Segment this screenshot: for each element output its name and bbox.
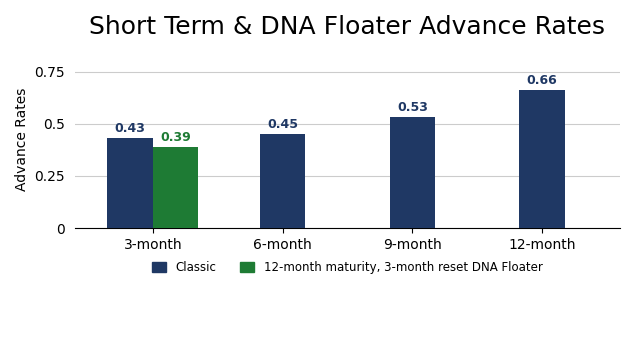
Text: 0.53: 0.53 [397, 101, 428, 114]
Bar [260, 134, 305, 228]
Y-axis label: Advance Rates: Advance Rates [15, 88, 29, 191]
Title: Short Term & DNA Floater Advance Rates: Short Term & DNA Floater Advance Rates [90, 15, 605, 39]
Text: 0.43: 0.43 [115, 122, 145, 135]
Text: 0.66: 0.66 [527, 74, 558, 87]
Bar [519, 90, 565, 228]
Bar [107, 138, 153, 228]
Bar [153, 147, 198, 228]
Legend: Classic, 12-month maturity, 3-month reset DNA Floater: Classic, 12-month maturity, 3-month rese… [147, 256, 547, 279]
Bar [390, 118, 435, 228]
Text: 0.45: 0.45 [267, 118, 298, 131]
Text: 0.39: 0.39 [160, 131, 191, 144]
